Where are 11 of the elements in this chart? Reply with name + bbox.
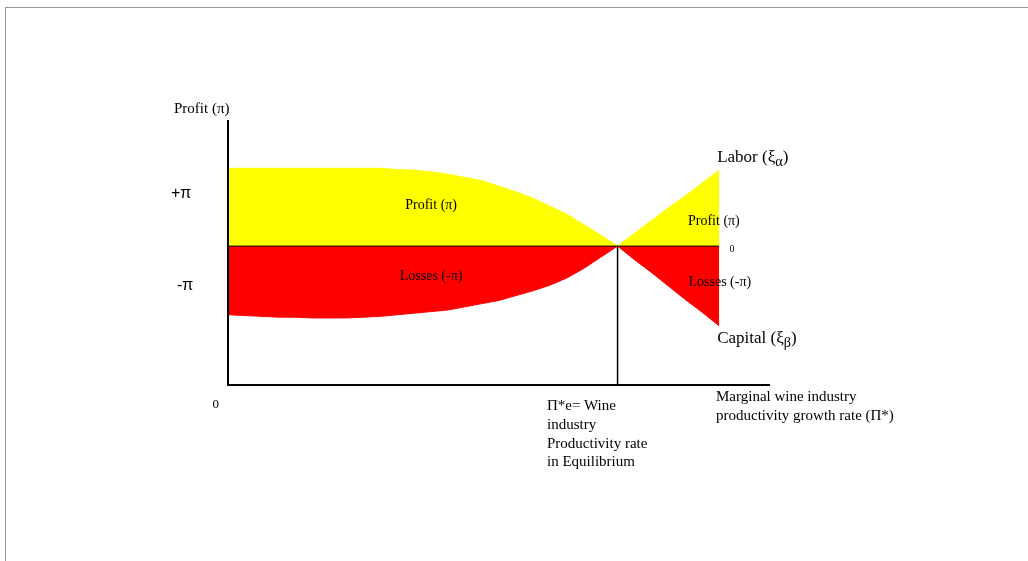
series-label: Profit (π) <box>405 196 458 214</box>
series-label: Labor (ξ$_{α}$) <box>717 145 789 171</box>
y-axis-title: Profit (π) <box>174 98 230 118</box>
annotation: 0 <box>729 242 735 255</box>
text: Π*e= Wine industry Productivity rate in Equilibrium <box>547 396 649 471</box>
text: 0 <box>212 396 219 413</box>
series-label: Losses (-π) <box>399 266 463 285</box>
text: -π <box>177 275 194 295</box>
x-axis-title: Marginal wine industry productivity growth rate (Π*) <box>716 387 895 425</box>
series-label: Capital (ξ$_{β}$) <box>717 327 797 353</box>
text: +π <box>171 183 192 203</box>
